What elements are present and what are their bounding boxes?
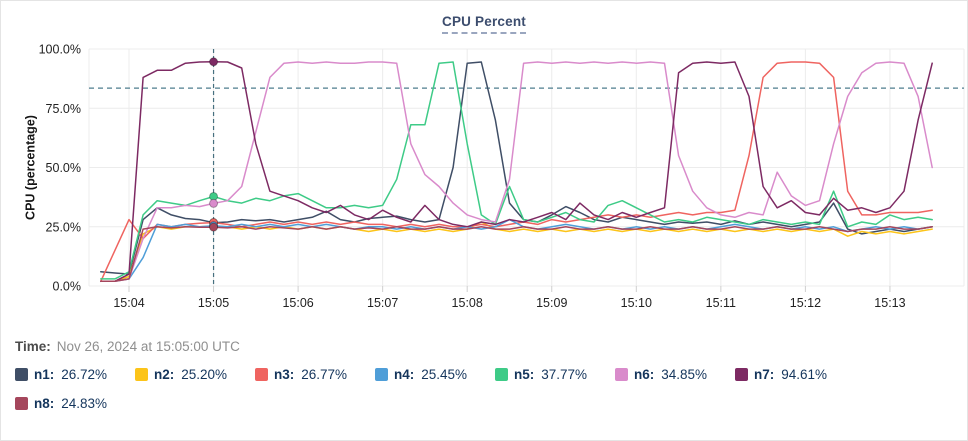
legend-series-value: 34.85% — [661, 367, 708, 382]
crosshair-marker-n6[interactable] — [209, 198, 219, 208]
x-tick-label: 15:09 — [536, 296, 567, 310]
legend-item-n3[interactable]: n3: 26.77% — [255, 367, 375, 382]
legend-swatch — [15, 397, 28, 410]
x-tick-label: 15:13 — [874, 296, 905, 310]
x-tick-label: 15:07 — [367, 296, 398, 310]
series-line-n3[interactable] — [100, 61, 933, 283]
series-line-n2[interactable] — [100, 221, 933, 283]
y-tick-label: 25.0% — [46, 220, 81, 234]
legend-series-value: 24.83% — [61, 396, 108, 411]
x-tick-label: 15:05 — [198, 296, 229, 310]
legend-series-name: n1: — [34, 367, 55, 382]
legend-series-value: 94.61% — [781, 367, 828, 382]
cpu-percent-chart[interactable]: 100.0% 75.0% 50.0% 25.0% 0.0% 15:04 15:05 15:06… — [1, 1, 968, 313]
legend-item-n7[interactable]: n7: 94.61% — [735, 367, 855, 382]
legend-series-value: 25.45% — [421, 367, 468, 382]
y-tick-label: 75.0% — [46, 102, 81, 116]
legend-item-n1[interactable]: n1: 26.72% — [15, 367, 135, 382]
chart-title[interactable]: CPU Percent — [442, 14, 526, 34]
y-axis-title: CPU (percentage) — [23, 115, 38, 220]
legend-series-name: n2: — [154, 367, 175, 382]
legend-series-name: n7: — [754, 367, 775, 382]
x-tick-label: 15:08 — [452, 296, 483, 310]
time-label: Time: — [15, 339, 51, 354]
series-line-n5[interactable] — [100, 61, 933, 280]
y-tick-label: 50.0% — [46, 161, 81, 175]
legend-swatch — [15, 368, 28, 381]
legend-item-n4[interactable]: n4: 25.45% — [375, 367, 495, 382]
legend-swatch — [255, 368, 268, 381]
legend-series-name: n8: — [34, 396, 55, 411]
legend-swatch — [615, 368, 628, 381]
crosshair-marker-n7[interactable] — [209, 57, 219, 67]
time-value: Nov 26, 2024 at 15:05:00 UTC — [56, 339, 240, 354]
legend-series-name: n5: — [514, 367, 535, 382]
legend-swatch — [495, 368, 508, 381]
legend-item-n5[interactable]: n5: 37.77% — [495, 367, 615, 382]
time-row: Time: Nov 26, 2024 at 15:05:00 UTC — [15, 339, 240, 354]
legend: n1: 26.72% n2: 25.20% n3: 26.77% n4: 25.45% n5: 3… — [15, 367, 959, 425]
legend-series-value: 25.20% — [181, 367, 228, 382]
legend-series-name: n3: — [274, 367, 295, 382]
legend-item-n6[interactable]: n6: 34.85% — [615, 367, 735, 382]
legend-swatch — [375, 368, 388, 381]
y-tick-label: 0.0% — [53, 280, 82, 294]
legend-item-n8[interactable]: n8: 24.83% — [15, 396, 135, 411]
legend-series-value: 26.77% — [301, 367, 348, 382]
legend-item-n2[interactable]: n2: 25.20% — [135, 367, 255, 382]
legend-series-value: 26.72% — [61, 367, 108, 382]
chart-plot[interactable]: 100.0% 75.0% 50.0% 25.0% 0.0% 15:04 15:05 15:06… — [1, 1, 968, 313]
series-line-n8[interactable] — [100, 226, 933, 283]
legend-series-value: 37.77% — [541, 367, 588, 382]
legend-swatch — [735, 368, 748, 381]
x-tick-label: 15:06 — [282, 296, 313, 310]
x-tick-label: 15:10 — [621, 296, 652, 310]
crosshair-marker-n8[interactable] — [209, 222, 219, 232]
series-line-n7[interactable] — [100, 61, 933, 283]
x-tick-label: 15:04 — [113, 296, 144, 310]
x-tick-label: 15:12 — [790, 296, 821, 310]
legend-swatch — [135, 368, 148, 381]
series-line-n6[interactable] — [100, 61, 933, 283]
y-tick-label: 100.0% — [39, 43, 81, 57]
legend-series-name: n6: — [634, 367, 655, 382]
legend-series-name: n4: — [394, 367, 415, 382]
x-tick-label: 15:11 — [706, 296, 736, 310]
series-line-n1[interactable] — [100, 61, 933, 275]
